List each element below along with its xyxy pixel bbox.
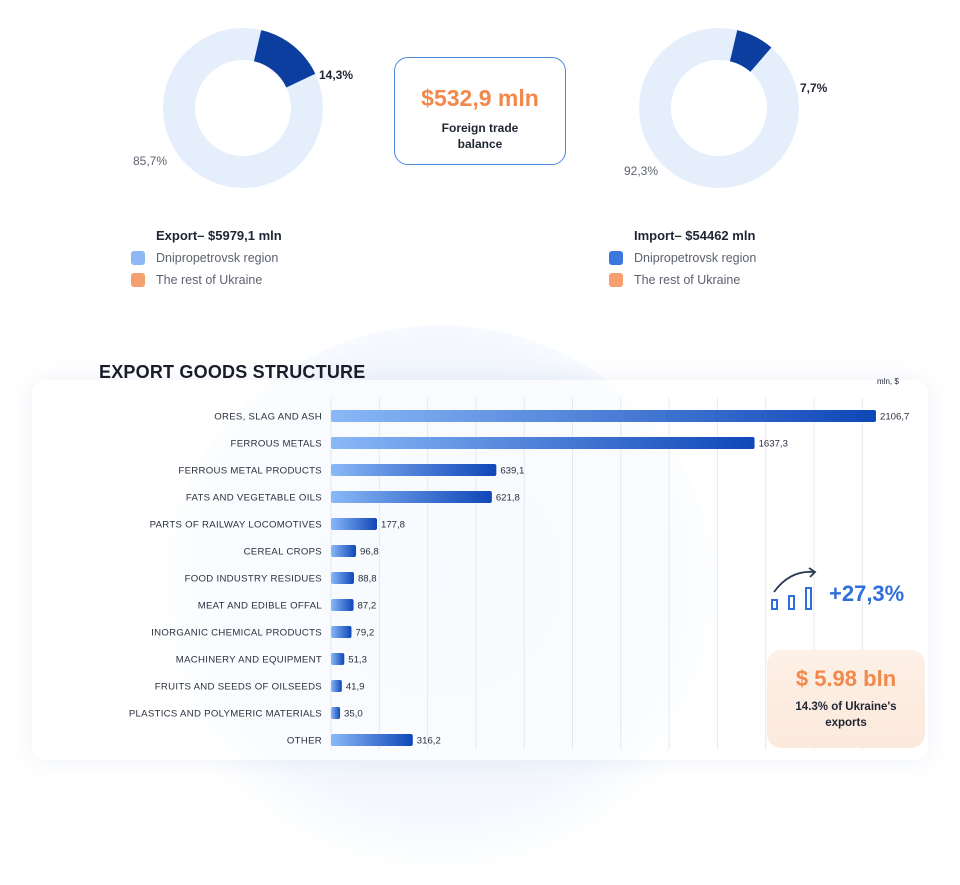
exports-summary-value: $ 5.98 bln: [795, 666, 897, 691]
value-label: 88,8: [358, 574, 377, 585]
trade-balance-value: $532,9 mln: [421, 85, 539, 111]
category-label: FERROUS METAL PRODUCTS: [178, 466, 322, 477]
donut-share-slice: [729, 30, 772, 72]
export-donut-chart: [163, 28, 323, 188]
value-label: 51,3: [348, 655, 367, 666]
category-label: FERROUS METALS: [231, 439, 322, 450]
value-label: 177,8: [381, 520, 405, 531]
growth-value: +27,3%: [829, 581, 905, 606]
exports-summary-label: 14.3% of Ukraine's exports: [795, 701, 897, 729]
legend-swatch: [609, 251, 623, 265]
export-rest-label: 85,7%: [133, 154, 168, 168]
bar: [331, 437, 755, 449]
import-rest-label: 92,3%: [624, 164, 659, 178]
trade-balance-card: $532,9 mln Foreign trade balance: [394, 57, 566, 165]
category-label: PARTS OF RAILWAY LOCOMOTIVES: [150, 520, 322, 531]
donut-share-slice: [253, 30, 316, 88]
legend-label: The rest of Ukraine: [156, 273, 263, 287]
category-label: FATS AND VEGETABLE OILS: [186, 493, 322, 504]
legend-label: Dnipropetrovsk region: [634, 251, 757, 265]
value-label: 2106,7: [880, 412, 909, 423]
value-label: 79,2: [355, 628, 374, 639]
bar: [331, 518, 377, 530]
export-legend-rest: The rest of Ukraine: [131, 273, 262, 287]
bar: [331, 653, 345, 665]
category-label: CEREAL CROPS: [244, 547, 322, 558]
category-label: MACHINERY AND EQUIPMENT: [176, 655, 322, 666]
import-title: Import– $54462 mln: [634, 228, 756, 243]
export-title: Export– $5979,1 mln: [156, 228, 282, 243]
import-donut-chart: [639, 28, 799, 188]
growth-chart-icon: [771, 567, 817, 610]
bar: [331, 680, 342, 692]
import-legend-rest: The rest of Ukraine: [609, 273, 740, 287]
value-label: 35,0: [344, 709, 363, 720]
category-label: OTHER: [287, 736, 322, 747]
export-donut: [163, 28, 323, 193]
category-label: PLASTICS AND POLYMERIC MATERIALS: [129, 709, 322, 720]
category-label: INORGANIC CHEMICAL PRODUCTS: [151, 628, 322, 639]
value-label: 316,2: [417, 736, 441, 747]
category-label: MEAT AND EDIBLE OFFAL: [198, 601, 323, 612]
value-label: 41,9: [346, 682, 365, 693]
legend-swatch: [131, 251, 145, 265]
chart-title: EXPORT GOODS STRUCTURE: [99, 362, 366, 382]
bar: [331, 410, 876, 422]
exports-summary-card: $ 5.98 bln 14.3% of Ukraine's exports: [767, 650, 925, 748]
bar: [331, 734, 413, 746]
export-legend-region: Dnipropetrovsk region: [131, 251, 278, 265]
category-label: FOOD INDUSTRY RESIDUES: [185, 574, 322, 585]
category-label: FRUITS AND SEEDS OF OILSEEDS: [155, 682, 322, 693]
bar: [331, 599, 354, 611]
bar: [331, 707, 341, 719]
chart-unit-label: mln, $: [877, 377, 899, 386]
bar: [331, 626, 352, 638]
value-label: 639,1: [500, 466, 524, 477]
import-legend-region: Dnipropetrovsk region: [609, 251, 756, 265]
trade-balance-label: Foreign trade balance: [441, 121, 519, 151]
bar: [331, 545, 357, 557]
value-label: 621,8: [496, 493, 520, 504]
legend-label: Dnipropetrovsk region: [156, 251, 279, 265]
bar: [331, 572, 354, 584]
legend-label: The rest of Ukraine: [634, 273, 741, 287]
category-label: ORES, SLAG AND ASH: [214, 412, 322, 423]
donut-rest-slice: [639, 28, 799, 188]
value-label: 96,8: [360, 547, 379, 558]
import-donut: [639, 28, 799, 193]
value-label: 1637,3: [759, 439, 788, 450]
export-bar-chart: ORES, SLAG AND ASH 2106,7 FERROUS METALS 16…: [129, 398, 909, 750]
legend-swatch: [609, 273, 623, 287]
value-label: 87,2: [358, 601, 377, 612]
bar: [331, 464, 497, 476]
bar: [331, 491, 492, 503]
legend-swatch: [131, 273, 145, 287]
import-share-label: 7,7%: [800, 81, 828, 95]
export-share-label: 14,3%: [319, 68, 354, 82]
